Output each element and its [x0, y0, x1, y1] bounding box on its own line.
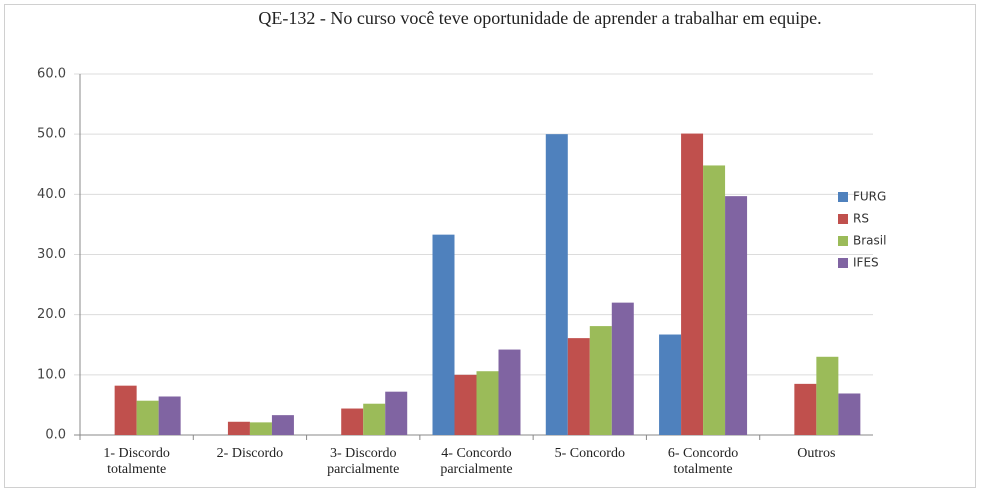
legend-label: Brasil — [853, 234, 886, 248]
x-tick-label: 3- Discordo parcialmente — [327, 446, 399, 477]
bar — [432, 234, 455, 435]
legend-label: IFES — [853, 256, 879, 270]
x-tick-label: 1- Discordo totalmente — [103, 446, 170, 477]
bar — [725, 196, 748, 435]
bar — [567, 338, 590, 435]
x-tick-label: 2- Discordo — [217, 446, 284, 461]
legend-label: RS — [853, 212, 869, 226]
bar — [498, 349, 521, 435]
bar — [158, 396, 181, 435]
bar — [681, 133, 704, 435]
bar — [385, 391, 408, 435]
y-tick-label: 40.0 — [37, 187, 66, 202]
bar — [227, 421, 250, 435]
legend-swatch — [838, 236, 848, 246]
legend-swatch — [838, 258, 848, 268]
legend-swatch — [838, 192, 848, 202]
bar — [545, 134, 568, 435]
bar — [341, 408, 364, 435]
x-tick-label: Outros — [797, 446, 835, 461]
bar — [659, 334, 682, 435]
bar — [794, 383, 817, 435]
x-tick-label: 6- Concordo totalmente — [668, 446, 738, 477]
bar — [589, 326, 612, 435]
bar — [249, 422, 272, 435]
y-tick-label: 10.0 — [37, 367, 66, 382]
legend-label: FURG — [853, 190, 886, 204]
legend-swatch — [838, 214, 848, 224]
bar — [476, 371, 499, 435]
bar — [363, 403, 386, 435]
y-tick-label: 20.0 — [37, 307, 66, 322]
bar — [703, 165, 726, 435]
y-tick-label: 50.0 — [37, 127, 66, 142]
frame — [4, 4, 976, 488]
bar — [611, 302, 634, 435]
y-tick-label: 60.0 — [37, 67, 66, 82]
x-tick-label: 5- Concordo — [555, 446, 625, 461]
y-tick-label: 0.0 — [45, 428, 66, 443]
bar — [136, 400, 159, 435]
bar — [271, 415, 294, 435]
chart-title: QE-132 - No curso você teve oportunidade… — [258, 8, 822, 28]
x-tick-label: 4- Concordo parcialmente — [440, 446, 512, 477]
bar — [838, 393, 861, 435]
y-tick-label: 30.0 — [37, 247, 66, 262]
bar — [114, 385, 137, 435]
bar — [454, 374, 477, 435]
bar — [816, 356, 839, 435]
